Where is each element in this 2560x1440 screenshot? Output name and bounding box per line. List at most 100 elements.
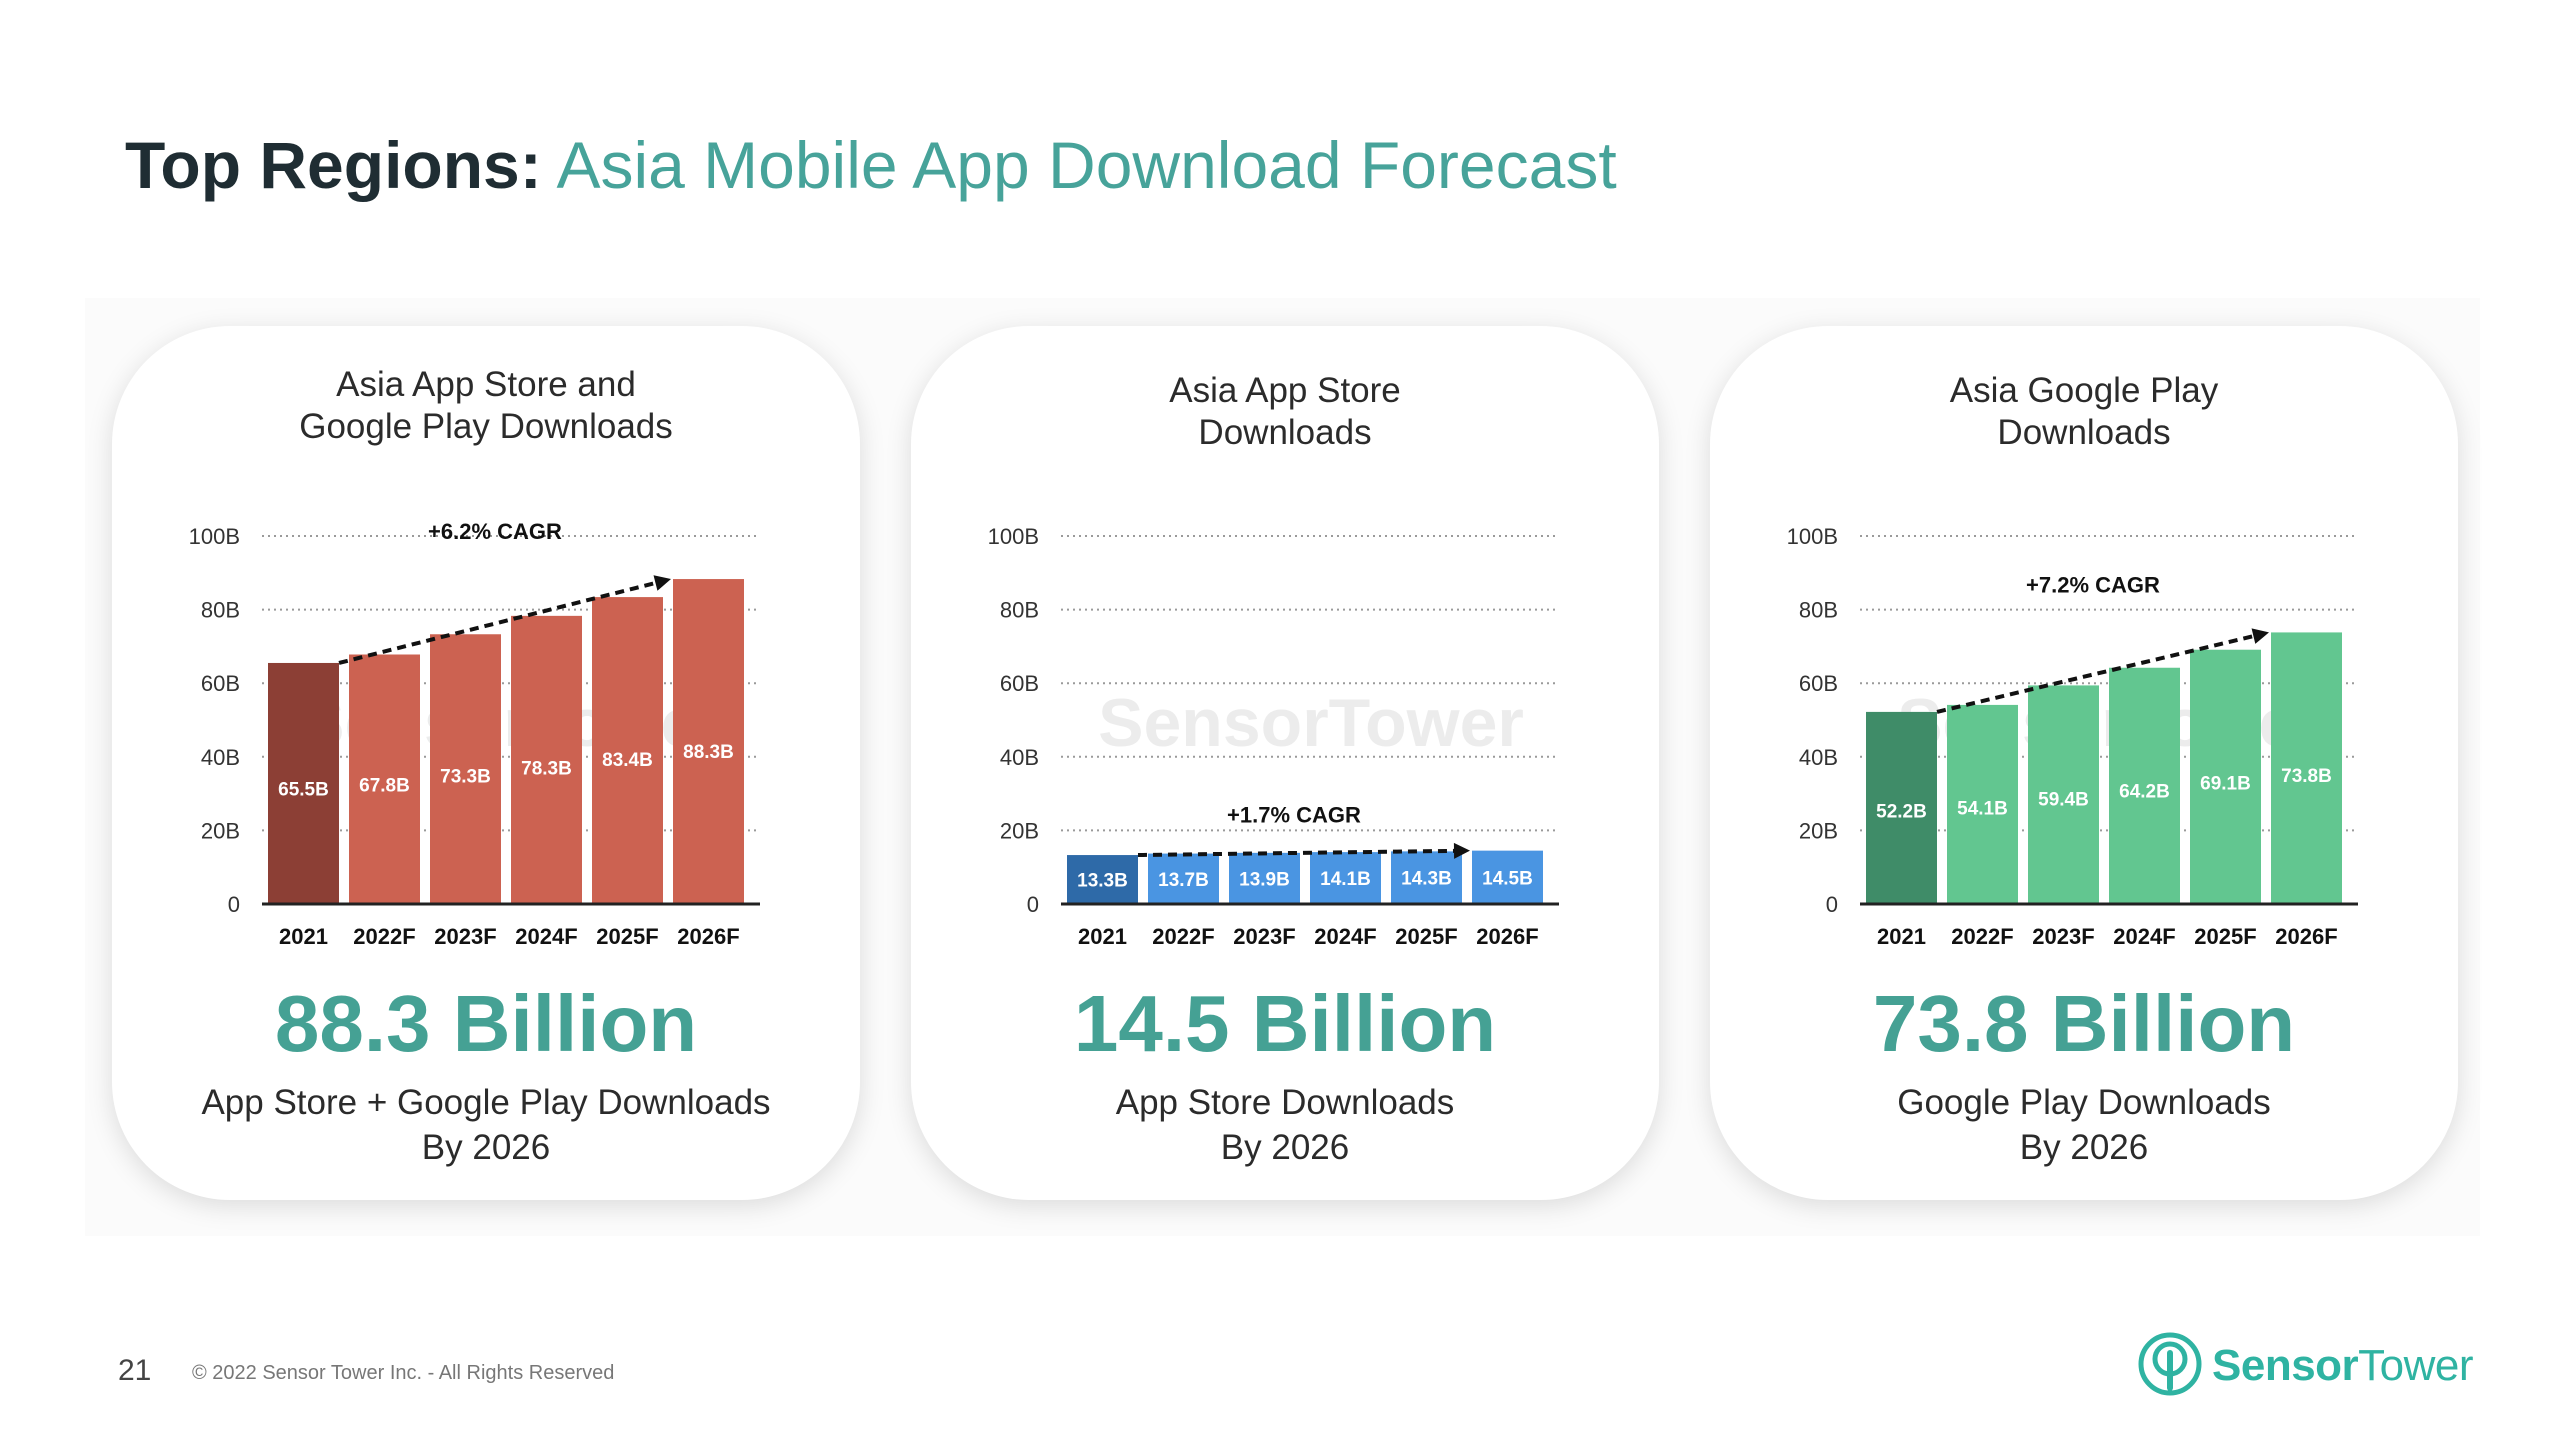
y-tick-label: 100B — [1787, 524, 1838, 549]
card-title-line: Downloads — [1997, 413, 2171, 452]
card-title: Asia Google Play Downloads — [1710, 370, 2458, 454]
y-tick-label: 60B — [1000, 671, 1039, 696]
cagr-arrowhead — [653, 575, 671, 591]
y-tick-label: 40B — [201, 745, 240, 770]
y-tick-label: 20B — [1000, 818, 1039, 843]
y-tick-label: 60B — [1799, 671, 1838, 696]
bar — [1310, 852, 1381, 904]
bar — [1947, 704, 2018, 904]
card-title: Asia App Store Downloads — [911, 370, 1659, 454]
bar — [1472, 850, 1543, 904]
bar-value-label: 83.4B — [602, 750, 653, 771]
caption-line: App Store Downloads — [1115, 1083, 1455, 1122]
bar — [1067, 855, 1138, 904]
bar — [511, 615, 582, 904]
card-caption: App Store Downloads By 2026 — [911, 1080, 1659, 1170]
caption-line: By 2026 — [421, 1128, 551, 1167]
y-tick-label: 20B — [201, 818, 240, 843]
x-tick-label: 2025F — [2194, 924, 2256, 949]
watermark-text: SensorTower — [1098, 685, 1524, 761]
chart-card-total: Asia App Store and Google Play Downloads… — [112, 326, 860, 1200]
bar-value-label: 78.3B — [521, 758, 572, 779]
bar-value-label: 14.5B — [1482, 868, 1533, 889]
bar-value-label: 13.9B — [1239, 869, 1290, 890]
bar-value-label: 65.5B — [278, 780, 329, 801]
page-title: Top Regions: Asia Mobile App Download Fo… — [125, 120, 1617, 210]
bar-value-label: 13.3B — [1077, 871, 1128, 892]
x-tick-label: 2026F — [677, 924, 739, 949]
bar — [1866, 711, 1937, 904]
bar — [349, 654, 420, 904]
card-title-line: Asia App Store and — [336, 365, 636, 404]
card-title-line: Asia Google Play — [1949, 371, 2219, 410]
x-tick-label: 2024F — [515, 924, 577, 949]
x-tick-label: 2022F — [1152, 924, 1214, 949]
bar-value-label: 13.7B — [1158, 870, 1209, 891]
chart-card-google-play: Asia Google Play Downloads SensorTower02… — [1710, 326, 2458, 1200]
bar — [1148, 853, 1219, 904]
cagr-annotation: +1.7% CAGR — [1227, 803, 1361, 828]
bar — [2190, 649, 2261, 904]
x-tick-label: 2023F — [2032, 924, 2094, 949]
bar — [268, 662, 339, 904]
x-tick-label: 2026F — [2275, 924, 2337, 949]
y-tick-label: 100B — [988, 524, 1039, 549]
y-tick-label: 60B — [201, 671, 240, 696]
x-tick-label: 2024F — [1314, 924, 1376, 949]
bar — [2028, 685, 2099, 904]
bar-value-label: 88.3B — [683, 742, 734, 763]
cagr-arrowhead — [1453, 842, 1470, 859]
sensor-tower-logo-icon — [2138, 1332, 2202, 1396]
bar-value-label: 69.1B — [2200, 774, 2251, 795]
bar — [2271, 632, 2342, 904]
logo-text-bold: Sensor — [2212, 1341, 2359, 1390]
y-tick-label: 80B — [1799, 598, 1838, 623]
x-tick-label: 2023F — [434, 924, 496, 949]
card-title-line: Asia App Store — [1169, 371, 1401, 410]
y-tick-label: 0 — [1027, 892, 1039, 917]
bar-chart-total: SensorTower020B40B60B80B100B65.5B202167.… — [189, 519, 760, 949]
logo-text-light: Tower — [2358, 1341, 2474, 1390]
bar-value-label: 67.8B — [359, 776, 410, 797]
bar-value-label: 52.2B — [1876, 802, 1927, 823]
y-tick-label: 80B — [201, 598, 240, 623]
forecast-total-value: 88.3 Billion — [274, 979, 698, 1068]
caption-line: By 2026 — [1220, 1128, 1350, 1167]
caption-line: By 2026 — [2019, 1128, 2149, 1167]
y-tick-label: 40B — [1799, 745, 1838, 770]
y-tick-label: 20B — [1799, 818, 1838, 843]
copyright-text: © 2022 Sensor Tower Inc. - All Rights Re… — [192, 1362, 615, 1384]
x-tick-label: 2021 — [1877, 924, 1926, 949]
card-caption: Google Play Downloads By 2026 — [1710, 1080, 2458, 1170]
bar — [1229, 852, 1300, 904]
cagr-trend-line — [1936, 634, 2254, 714]
cagr-annotation: +6.2% CAGR — [428, 519, 562, 544]
sensor-tower-logo: SensorTower — [2136, 1330, 2474, 1400]
page-number: 21 — [118, 1354, 152, 1387]
bar-value-label: 54.1B — [1957, 798, 2008, 819]
x-tick-label: 2025F — [1395, 924, 1457, 949]
sensor-tower-logo-text: SensorTower — [2212, 1338, 2474, 1394]
y-tick-label: 80B — [1000, 598, 1039, 623]
cagr-arrowhead — [2251, 628, 2269, 644]
card-title: Asia App Store and Google Play Downloads — [112, 364, 860, 448]
bar — [430, 634, 501, 904]
cagr-trend-line — [1137, 848, 1455, 858]
x-tick-label: 2024F — [2113, 924, 2175, 949]
forecast-google-play-value: 73.8 Billion — [1872, 979, 2296, 1068]
bar-chart-app-store: SensorTower 0 20B 40B 60B 80B 100B 13.3B 2021 13.… — [988, 524, 1559, 949]
bar-value-label: 59.4B — [2038, 790, 2089, 811]
bar — [592, 597, 663, 904]
card-title-line: Downloads — [1198, 413, 1372, 452]
bar-value-label: 73.3B — [440, 767, 491, 788]
x-tick-label: 2022F — [353, 924, 415, 949]
y-tick-label: 40B — [1000, 745, 1039, 770]
card-caption: App Store + Google Play Downloads By 202… — [112, 1080, 860, 1170]
x-tick-label: 2021 — [1078, 924, 1127, 949]
bar-chart-google-play: SensorTower020B40B60B80B100B52.2B202154.… — [1787, 524, 2358, 949]
x-tick-label: 2021 — [279, 924, 328, 949]
y-tick-label: 0 — [1826, 892, 1838, 917]
y-tick-label: 100B — [189, 524, 240, 549]
bar-value-label: 73.8B — [2281, 766, 2332, 787]
x-tick-label: 2026F — [1476, 924, 1538, 949]
